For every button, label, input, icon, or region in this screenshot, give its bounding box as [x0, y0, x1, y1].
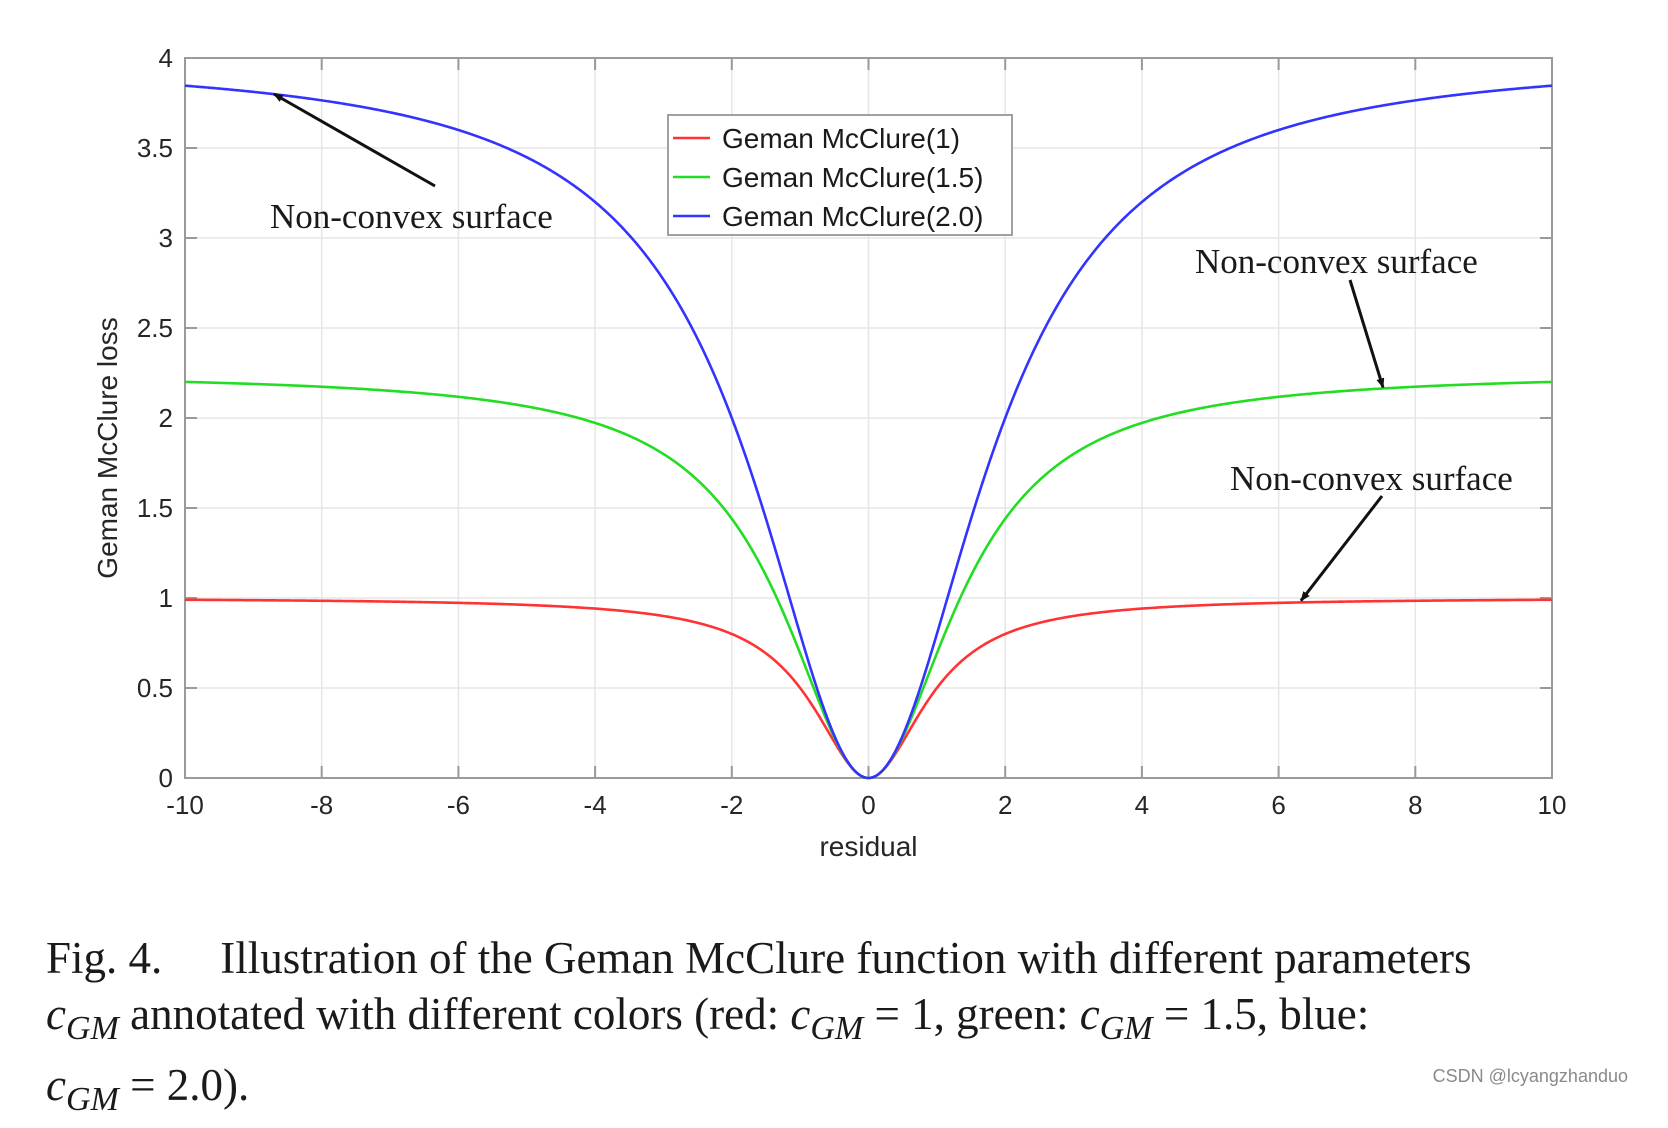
legend-entry: Geman McClure(1.5) [722, 162, 983, 193]
annotation-arrow [1348, 279, 1385, 389]
x-tick-label: 0 [861, 790, 875, 820]
y-tick-label: 0 [159, 763, 173, 793]
figure-caption: Fig. 4. Illustration of the Geman McClure… [46, 930, 1626, 1128]
geman-mcclure-chart: -10 -8 -6 -4 -2 0 2 4 6 8 10 0 0.5 1 1.5 2 2.5 3 3.5 4 resid… [92, 43, 1567, 862]
y-tick-label: 1 [159, 583, 173, 613]
x-tick-label: 2 [998, 790, 1012, 820]
y-axis-label: Geman McClure loss [92, 317, 123, 578]
x-tick-label: -4 [584, 790, 607, 820]
legend-box [667, 114, 1013, 236]
series-line-2 [184, 84, 1553, 780]
caption-line-1: Fig. 4. Illustration of the Geman McClure… [46, 933, 1472, 983]
x-tick-label: -10 [166, 790, 204, 820]
x-tick-label: 6 [1271, 790, 1285, 820]
y-tick-label: 2.5 [137, 313, 173, 343]
y-tick-label: 2 [159, 403, 173, 433]
x-tick-label: -8 [310, 790, 333, 820]
y-tick-label: 1.5 [137, 493, 173, 523]
legend-entry: Geman McClure(1) [722, 123, 960, 154]
y-tick-label: 0.5 [137, 673, 173, 703]
caption-line-3: cGM = 2.0). [46, 1060, 250, 1118]
y-tick-label: 4 [159, 43, 173, 73]
x-tick-label: 8 [1408, 790, 1422, 820]
annotation-arrow [272, 92, 436, 188]
annotation-label: Non-convex surface [1195, 242, 1478, 281]
watermark: CSDN @lcyangzhanduo [1432, 1066, 1628, 1086]
x-tick-label: 4 [1135, 790, 1149, 820]
fig-label: Fig. 4. [46, 933, 163, 983]
caption-line-2: cGM annotated with different colors (red… [46, 989, 1370, 1047]
y-tick-label: 3 [159, 223, 173, 253]
legend-entry: Geman McClure(2.0) [722, 201, 983, 232]
x-tick-label: -6 [447, 790, 470, 820]
x-tick-label: 10 [1538, 790, 1567, 820]
x-tick-label: -2 [720, 790, 743, 820]
y-tick-label: 3.5 [137, 133, 173, 163]
annotation-label: Non-convex surface [1230, 459, 1513, 498]
x-axis-label: residual [819, 831, 917, 862]
annotation-arrow [1299, 495, 1384, 602]
annotation-label: Non-convex surface [270, 197, 553, 236]
